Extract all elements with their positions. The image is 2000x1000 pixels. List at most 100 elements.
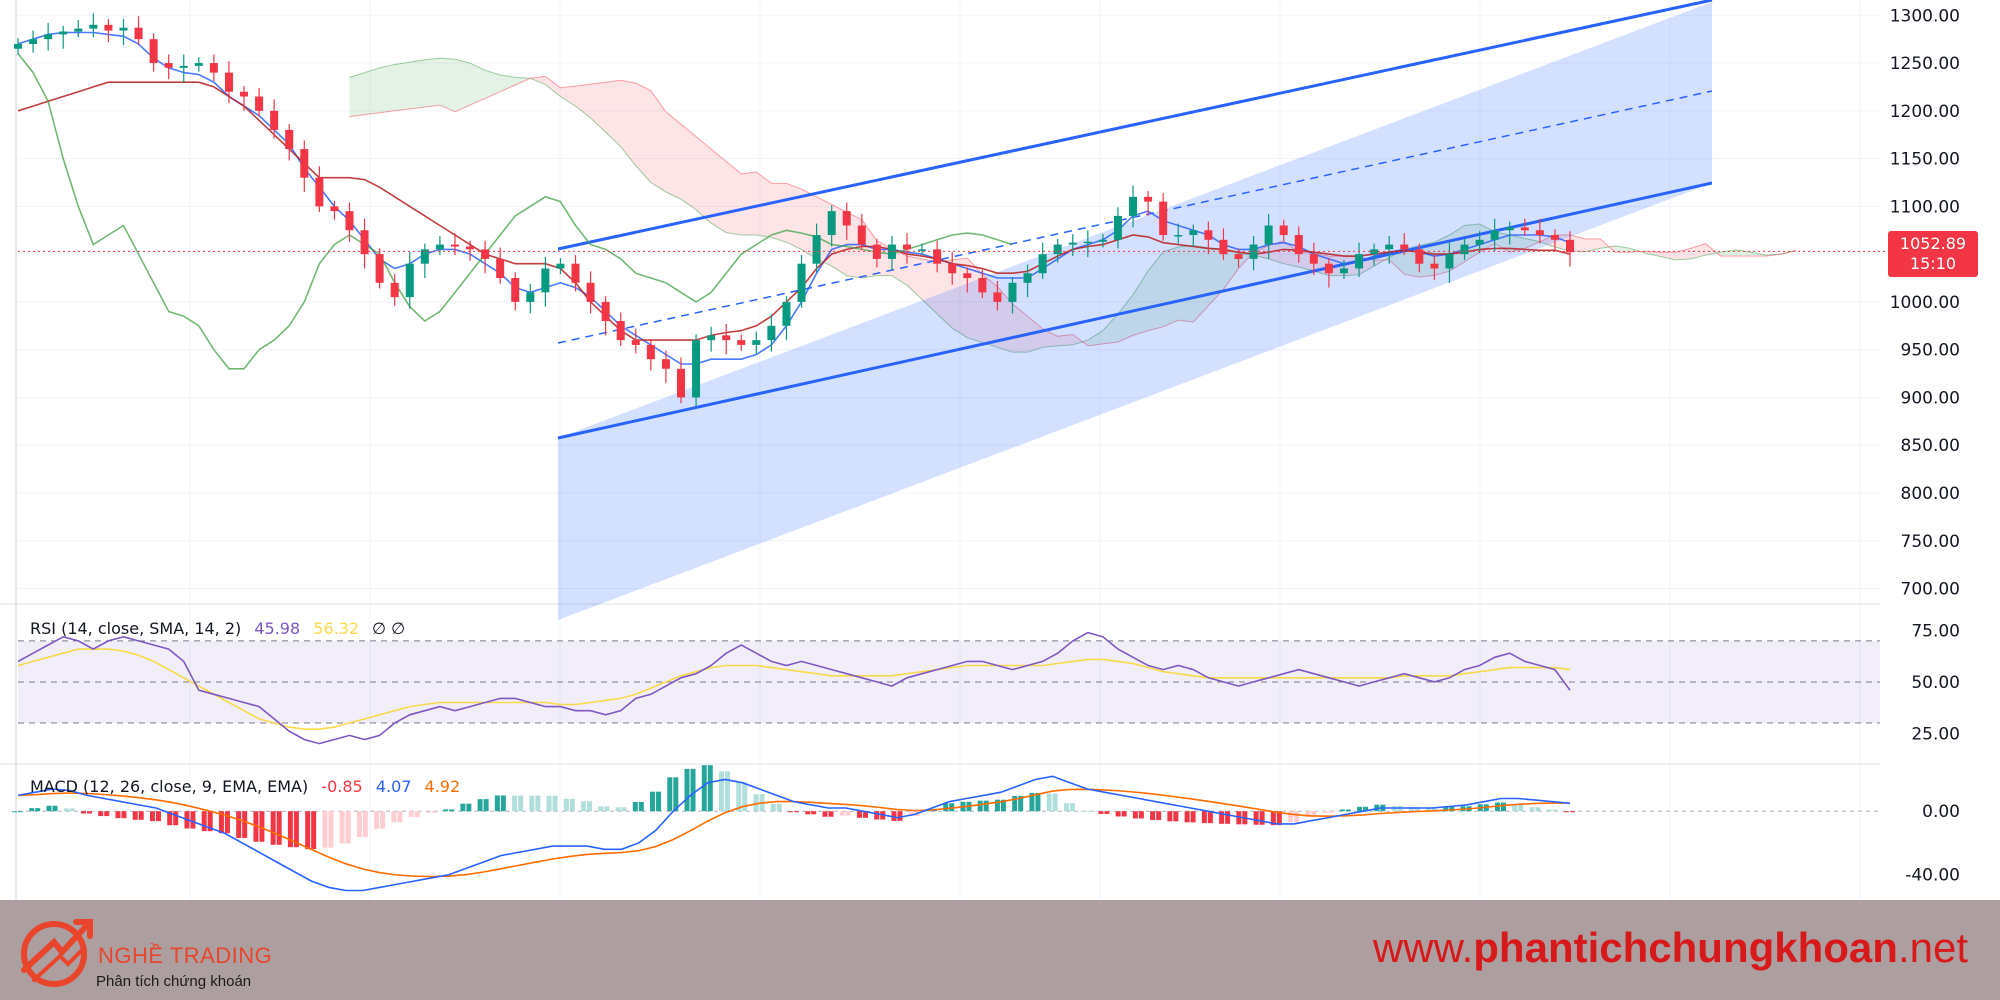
macd-hist-bar	[98, 811, 104, 817]
macd-hist-bar	[1270, 811, 1276, 826]
candle-body	[812, 235, 821, 264]
macd-hist-bar	[1121, 811, 1127, 817]
cloud-segment	[485, 70, 501, 99]
cloud-segment	[1268, 240, 1284, 264]
cloud-segment	[1585, 238, 1601, 252]
macd-hist-bar	[1018, 795, 1024, 812]
macd-hist-bar	[408, 811, 414, 817]
macd-hist-bar	[690, 768, 696, 812]
macd-hist-bar	[535, 795, 541, 812]
cloud-segment	[786, 183, 802, 250]
macd-hist-bar	[908, 811, 914, 816]
price-tick-label: 1150.00	[1890, 150, 1960, 170]
candle-body	[300, 149, 309, 178]
macd-hist-bar	[621, 807, 627, 812]
price-tick-label: 1000.00	[1890, 293, 1960, 313]
macd-hist-bar	[862, 811, 868, 818]
macd-hist-bar	[604, 806, 610, 812]
macd-hist-bar	[1512, 804, 1518, 812]
macd-legend-hist: -0.85	[321, 777, 362, 796]
macd-legend: MACD (12, 26, close, 9, EMA, EMA) -0.85 …	[30, 777, 460, 796]
macd-hist-bar	[1322, 811, 1328, 813]
rsi-tick-label: 25.00	[1911, 724, 1960, 744]
candle-body	[676, 368, 685, 398]
macd-hist-bar	[1225, 811, 1231, 824]
candle-body	[631, 340, 640, 345]
cloud-segment	[500, 75, 516, 92]
cloud-segment	[605, 80, 621, 147]
macd-hist-bar	[811, 811, 817, 815]
macd-hist-bar	[1104, 811, 1110, 814]
candle-body	[1189, 230, 1198, 236]
candle-body	[948, 263, 957, 274]
cloud-segment	[1057, 334, 1073, 346]
cloud-segment	[1675, 248, 1691, 260]
macd-hist-bar	[1305, 811, 1311, 818]
macd-hist-bar	[581, 801, 587, 812]
website-link[interactable]: www.phantichchungkhoan.net	[1373, 924, 1968, 972]
rsi-tick-label: 50.00	[1911, 673, 1960, 693]
candle-body	[1008, 282, 1017, 302]
candle-body	[466, 246, 475, 250]
macd-hist-bar	[776, 803, 782, 812]
macd-hist-bar	[656, 791, 662, 812]
candle-body	[1174, 235, 1183, 237]
candle-body	[29, 39, 38, 44]
cloud-segment	[937, 259, 953, 329]
candle-body	[797, 263, 806, 302]
macd-hist-bar	[794, 811, 799, 813]
rsi-legend: RSI (14, close, SMA, 14, 2) 45.98 56.32 …	[30, 619, 405, 638]
macd-hist-bar	[563, 798, 569, 812]
macd-hist-bar	[121, 811, 127, 819]
candle-body	[1083, 241, 1092, 244]
cloud-segment	[409, 59, 425, 109]
macd-hist-bar	[149, 811, 155, 822]
price-tick-label: 900.00	[1901, 388, 1960, 408]
macd-hist-bar	[707, 765, 713, 812]
candle-body	[1385, 244, 1394, 250]
candle-body	[737, 340, 746, 345]
candle-body	[1339, 268, 1348, 274]
macd-hist-bar	[1501, 802, 1507, 812]
macd-hist-bar	[891, 811, 897, 821]
macd-hist-bar	[667, 777, 673, 812]
macd-hist-bar	[650, 791, 656, 812]
macd-hist-bar	[322, 811, 328, 848]
macd-hist-bar	[201, 811, 207, 832]
candle-body	[1490, 230, 1499, 240]
macd-hist-bar	[1000, 799, 1006, 812]
candle-body	[616, 321, 625, 341]
rsi-tick-label: 75.00	[1911, 622, 1960, 642]
macd-hist-bar	[546, 795, 552, 812]
candle-body	[782, 301, 791, 326]
candle-body	[752, 340, 761, 345]
macd-legend-macd: 4.07	[376, 777, 412, 796]
cloud-segment	[1012, 303, 1028, 353]
macd-hist-bar	[1207, 811, 1213, 824]
macd-hist-bar	[753, 794, 759, 812]
macd-hist-bar	[1150, 811, 1156, 821]
macd-hist-bar	[236, 811, 242, 838]
candle-body	[330, 206, 339, 212]
macd-hist-bar	[770, 803, 776, 812]
cloud-segment	[997, 286, 1013, 353]
macd-hist-bar	[328, 811, 334, 848]
last-price-value: 1052.89	[1899, 234, 1967, 254]
candle-body	[390, 282, 399, 298]
line-chikou	[17, 53, 1013, 370]
candle-body	[345, 211, 354, 231]
candle-body	[360, 230, 369, 255]
macd-hist-bar	[701, 765, 707, 812]
macd-hist-bar	[431, 811, 437, 813]
macd-hist-bar	[1081, 810, 1087, 812]
cloud-segment	[515, 77, 531, 86]
macd-hist-bar	[380, 811, 386, 829]
macd-hist-bar	[529, 795, 535, 812]
macd-hist-bar	[1069, 803, 1075, 812]
candle-body	[571, 263, 580, 283]
macd-hist-bar	[1311, 811, 1317, 818]
macd-hist-bar	[1259, 811, 1265, 825]
cloud-segment	[1027, 316, 1043, 353]
website-suffix: .net	[1897, 924, 1968, 971]
